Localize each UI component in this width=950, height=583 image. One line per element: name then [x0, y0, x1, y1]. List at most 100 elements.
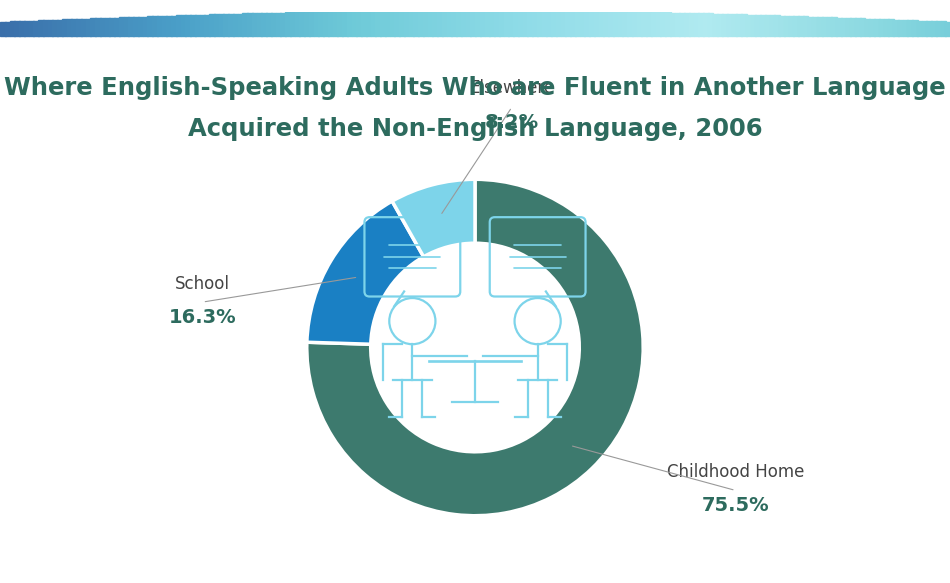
Bar	[651, 12, 656, 36]
Bar	[62, 19, 67, 36]
Bar	[228, 14, 234, 36]
Bar	[309, 12, 314, 36]
Bar	[76, 19, 82, 36]
Bar	[138, 17, 143, 36]
Bar	[152, 16, 158, 36]
Bar	[157, 16, 162, 36]
Bar	[902, 20, 908, 36]
Bar	[746, 15, 751, 36]
Bar	[124, 17, 129, 36]
Bar	[285, 12, 291, 36]
Bar	[214, 15, 219, 36]
Bar	[71, 19, 77, 36]
Bar	[826, 17, 832, 36]
Text: School: School	[175, 275, 230, 293]
Wedge shape	[392, 180, 475, 257]
Bar	[437, 10, 443, 36]
Bar	[931, 21, 937, 36]
Bar	[755, 15, 761, 36]
Bar	[940, 22, 946, 36]
Bar	[945, 22, 950, 36]
Bar	[808, 16, 813, 36]
Bar	[537, 10, 542, 36]
Bar	[147, 16, 153, 36]
Bar	[722, 14, 728, 36]
Bar	[879, 19, 884, 36]
Bar	[266, 13, 272, 36]
Bar	[560, 10, 566, 36]
Bar	[242, 13, 248, 36]
Bar	[912, 20, 918, 36]
Bar	[618, 12, 623, 36]
Bar	[394, 10, 400, 36]
Bar	[584, 11, 590, 36]
Bar	[318, 12, 324, 36]
Text: Elsewhere: Elsewhere	[469, 79, 555, 97]
Bar	[760, 15, 766, 36]
Bar	[779, 16, 785, 36]
Bar	[218, 14, 224, 36]
Bar	[860, 19, 865, 36]
Bar	[423, 10, 428, 36]
Bar	[674, 13, 680, 36]
Bar	[451, 10, 457, 36]
Bar	[328, 12, 333, 36]
Bar	[736, 15, 742, 36]
Bar	[347, 11, 352, 36]
Bar	[280, 13, 286, 36]
Bar	[508, 10, 514, 36]
Bar	[28, 21, 34, 36]
Bar	[532, 10, 538, 36]
Bar	[812, 17, 818, 36]
Text: Acquired the Non-English Language, 2006: Acquired the Non-English Language, 2006	[188, 117, 762, 141]
Bar	[855, 18, 861, 36]
Bar	[594, 11, 599, 36]
Bar	[233, 14, 238, 36]
Bar	[408, 10, 414, 36]
Bar	[33, 20, 39, 36]
Bar	[846, 18, 851, 36]
Bar	[428, 10, 433, 36]
Bar	[390, 10, 395, 36]
Bar	[864, 19, 870, 36]
Bar	[271, 13, 276, 36]
Bar	[332, 12, 338, 36]
Bar	[142, 16, 148, 36]
Bar	[603, 11, 609, 36]
Bar	[366, 11, 371, 36]
Bar	[290, 12, 295, 36]
Bar	[100, 18, 105, 36]
Bar	[470, 10, 476, 36]
Bar	[542, 10, 547, 36]
Bar	[884, 19, 889, 36]
Bar	[627, 12, 633, 36]
Bar	[765, 15, 770, 36]
Bar	[608, 11, 614, 36]
Bar	[922, 21, 927, 36]
Bar	[180, 15, 186, 36]
Bar	[494, 10, 500, 36]
Bar	[570, 10, 576, 36]
Bar	[456, 10, 462, 36]
Bar	[504, 10, 509, 36]
Bar	[841, 17, 846, 36]
Bar	[613, 12, 618, 36]
Bar	[104, 18, 110, 36]
Bar	[632, 12, 637, 36]
Bar	[81, 19, 86, 36]
Bar	[10, 22, 15, 36]
Bar	[299, 12, 305, 36]
Bar	[314, 12, 319, 36]
Wedge shape	[307, 201, 424, 344]
Bar	[0, 22, 6, 36]
Bar	[622, 12, 628, 36]
Text: 8.2%: 8.2%	[484, 113, 539, 132]
Bar	[276, 13, 281, 36]
Bar	[717, 14, 723, 36]
Bar	[380, 10, 386, 36]
Bar	[43, 20, 48, 36]
Bar	[670, 13, 675, 36]
Bar	[413, 10, 419, 36]
Bar	[580, 11, 585, 36]
Bar	[238, 13, 243, 36]
